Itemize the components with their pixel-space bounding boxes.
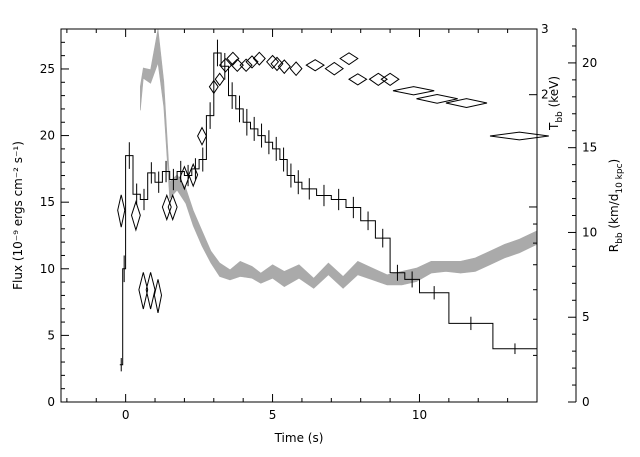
- temperature-diamond: [130, 200, 141, 232]
- temperature-axis-title-unit: (keV): [547, 76, 561, 111]
- temperature-diamond: [324, 61, 344, 76]
- temperature-diamond: [208, 79, 219, 95]
- temperature-axis-title-main: T: [547, 122, 561, 131]
- radius-band: [140, 28, 538, 289]
- temperature-diamond: [380, 72, 400, 87]
- temperature-diamond: [252, 51, 266, 66]
- temperature-diamond: [489, 131, 549, 141]
- temperature-diamond: [167, 193, 178, 222]
- temperature-diamond: [239, 58, 253, 73]
- temperature-diamond: [138, 272, 149, 310]
- flux-axis-title: Flux (10⁻⁹ ergs cm⁻² s⁻¹): [11, 141, 25, 290]
- temperature-diamond: [245, 55, 259, 69]
- temperature-diamond: [161, 193, 172, 222]
- temperature-diamond: [145, 272, 156, 310]
- flux-tick-label: 15: [40, 195, 55, 209]
- temperature-diamond: [348, 73, 368, 86]
- temperature-diamond: [266, 54, 280, 70]
- temperature-diamond: [153, 279, 163, 313]
- radius-axis-title-unit-sub: 10 kpc: [615, 163, 625, 193]
- x-axis-ticks: 0 5 10: [66, 29, 538, 422]
- x-tick-label: 10: [412, 408, 427, 422]
- flux-axis-ticks: 0 5 10 15 20 25: [40, 28, 69, 409]
- radius-tick-label: 15: [582, 141, 597, 155]
- flux-step-series: [119, 39, 537, 372]
- radius-axis-title-unit-a: (km/d: [607, 194, 621, 233]
- temperature-diamond-series: [117, 51, 549, 313]
- flux-tick-label: 0: [47, 395, 55, 409]
- temperature-axis-title: Tbb (keV): [547, 76, 565, 131]
- radius-tick-label: 0: [582, 395, 590, 409]
- temperature-diamond: [416, 93, 458, 104]
- temperature-tick-label: 3: [541, 22, 549, 36]
- radius-axis-title-unit-b: ): [607, 159, 621, 164]
- flux-tick-label: 10: [40, 262, 55, 276]
- flux-tick-label: 25: [40, 62, 55, 76]
- x-tick-label: 0: [122, 408, 130, 422]
- temperature-tick-label: 2: [541, 88, 549, 102]
- temperature-diamond: [179, 165, 190, 191]
- temperature-diamond: [270, 56, 284, 72]
- radius-axis-ticks: 0 5 10 15 20: [568, 28, 597, 409]
- temperature-diamond: [445, 98, 488, 109]
- radius-axis-title-main: R: [607, 244, 621, 252]
- temperature-diamond: [197, 126, 207, 146]
- temperature-diamond: [305, 59, 325, 72]
- plot-frame: [60, 28, 538, 403]
- temperature-diamond: [230, 58, 244, 73]
- flux-step-line: [119, 52, 537, 366]
- temperature-diamond: [392, 86, 435, 96]
- temperature-diamond: [339, 52, 359, 66]
- radius-tick-label: 20: [582, 56, 597, 70]
- radius-axis-title: Rbb (km/d10 kpc): [607, 159, 625, 252]
- flux-tick-label: 20: [40, 129, 55, 143]
- temperature-axis-ticks: 23: [529, 22, 549, 356]
- temperature-diamond: [214, 72, 225, 87]
- temperature-diamond: [289, 61, 303, 77]
- temperature-diamond: [368, 72, 388, 87]
- radius-tick-label: 10: [582, 225, 597, 239]
- radius-tick-label: 5: [582, 310, 590, 324]
- temperature-diamond: [277, 59, 291, 75]
- x-axis-title: Time (s): [274, 431, 324, 445]
- x-tick-label: 5: [269, 408, 277, 422]
- temperature-axis-title-sub: bb: [555, 111, 565, 123]
- temperature-diamond: [226, 51, 240, 66]
- radius-axis-title-sub: bb: [615, 232, 625, 244]
- flux-tick-label: 5: [47, 328, 55, 342]
- temperature-diamond: [117, 194, 126, 228]
- temperature-diamond: [188, 162, 199, 188]
- radius-band-area: [140, 28, 538, 289]
